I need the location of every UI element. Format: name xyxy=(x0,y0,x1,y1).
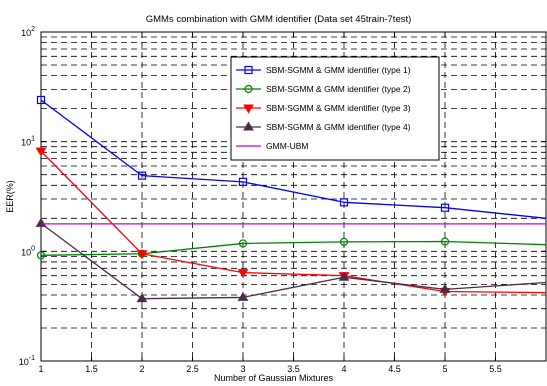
series-2 xyxy=(36,237,547,260)
marker-square xyxy=(36,95,46,105)
legend-label: GMM-UBM xyxy=(266,141,309,151)
legend-label: SBM-SGMM & GMM identifier (type 2) xyxy=(266,84,411,94)
legend: SBM-SGMM & GMM identifier (type 1) SBM-SG… xyxy=(230,56,440,161)
x-axis-title: Number of Gaussian Mixtures xyxy=(214,373,334,383)
marker-circle xyxy=(244,84,253,94)
marker-triangle-down xyxy=(35,147,47,157)
legend-box xyxy=(230,56,440,161)
x-tick-label: 3.5 xyxy=(287,364,300,374)
plot-series xyxy=(35,95,547,303)
y-tick-label: 101 xyxy=(21,136,35,148)
y-tick-exponent: 0 xyxy=(31,245,35,252)
y-tick-exponent: 1 xyxy=(31,136,35,143)
legend-label: SBM-SGMM & GMM identifier (type 3) xyxy=(266,103,411,113)
x-tick-label: 1 xyxy=(38,364,43,374)
marker-triangle-down xyxy=(243,104,254,114)
y-tick-base: 10 xyxy=(21,28,31,38)
x-tick-label: 1.5 xyxy=(85,364,98,374)
x-tick-label: 5.5 xyxy=(489,364,502,374)
marker-triangle-up xyxy=(439,283,451,293)
x-tick-label: 2.5 xyxy=(186,364,199,374)
marker-triangle-down xyxy=(237,269,249,279)
legend-label: SBM-SGMM & GMM identifier (type 4) xyxy=(266,122,411,132)
y-tick-exponent: 2 xyxy=(31,26,35,33)
marker-square xyxy=(244,65,253,75)
series-3 xyxy=(35,147,547,298)
legend-entry: GMM-UBM xyxy=(236,141,309,151)
x-tick-label: 3 xyxy=(240,364,245,374)
y-tick-label: 100 xyxy=(21,245,35,257)
y-tick-exponent: -1 xyxy=(29,355,35,362)
legend-entry: SBM-SGMM & GMM identifier (type 4) xyxy=(236,121,411,132)
x-tick-label: 5 xyxy=(442,364,447,374)
marker-square xyxy=(440,203,450,212)
series-line xyxy=(40,222,547,300)
marker-triangle-up xyxy=(35,217,47,227)
marker-triangle-up xyxy=(136,293,148,303)
series-line xyxy=(40,150,547,294)
y-tick-label: 10-1 xyxy=(19,355,35,367)
marker-circle xyxy=(339,237,349,246)
chart-title: GMMs combination with GMM identifier (Da… xyxy=(146,14,412,25)
marker-circle xyxy=(238,239,248,248)
series-1 xyxy=(36,95,547,219)
legend-entry: SBM-SGMM & GMM identifier (type 3) xyxy=(236,103,411,114)
marker-square xyxy=(238,177,248,186)
series-4 xyxy=(35,217,547,303)
legend-label: SBM-SGMM & GMM identifier (type 1) xyxy=(266,65,411,75)
marker-square xyxy=(137,171,147,180)
y-tick-base: 10 xyxy=(21,247,31,257)
marker-triangle-up xyxy=(237,291,249,301)
marker-square xyxy=(339,198,349,207)
y-tick-base: 10 xyxy=(19,357,29,367)
y-tick-label: 102 xyxy=(21,26,35,38)
x-tick-label: 4.5 xyxy=(388,364,401,374)
x-tick-label: 2 xyxy=(139,364,144,374)
y-tick-base: 10 xyxy=(21,138,31,148)
marker-triangle-up xyxy=(243,121,254,131)
marker-circle xyxy=(440,237,450,246)
marker-triangle-up xyxy=(338,271,350,281)
legend-entry: SBM-SGMM & GMM identifier (type 1) xyxy=(236,65,411,75)
x-tick-label: 4 xyxy=(341,364,346,374)
y-axis-title: EER(%) xyxy=(5,180,15,213)
series-line xyxy=(40,240,547,256)
series-line xyxy=(40,99,547,219)
marker-circle xyxy=(36,251,46,260)
legend-entry: SBM-SGMM & GMM identifier (type 2) xyxy=(236,84,411,94)
marker-triangle-down xyxy=(136,250,148,260)
